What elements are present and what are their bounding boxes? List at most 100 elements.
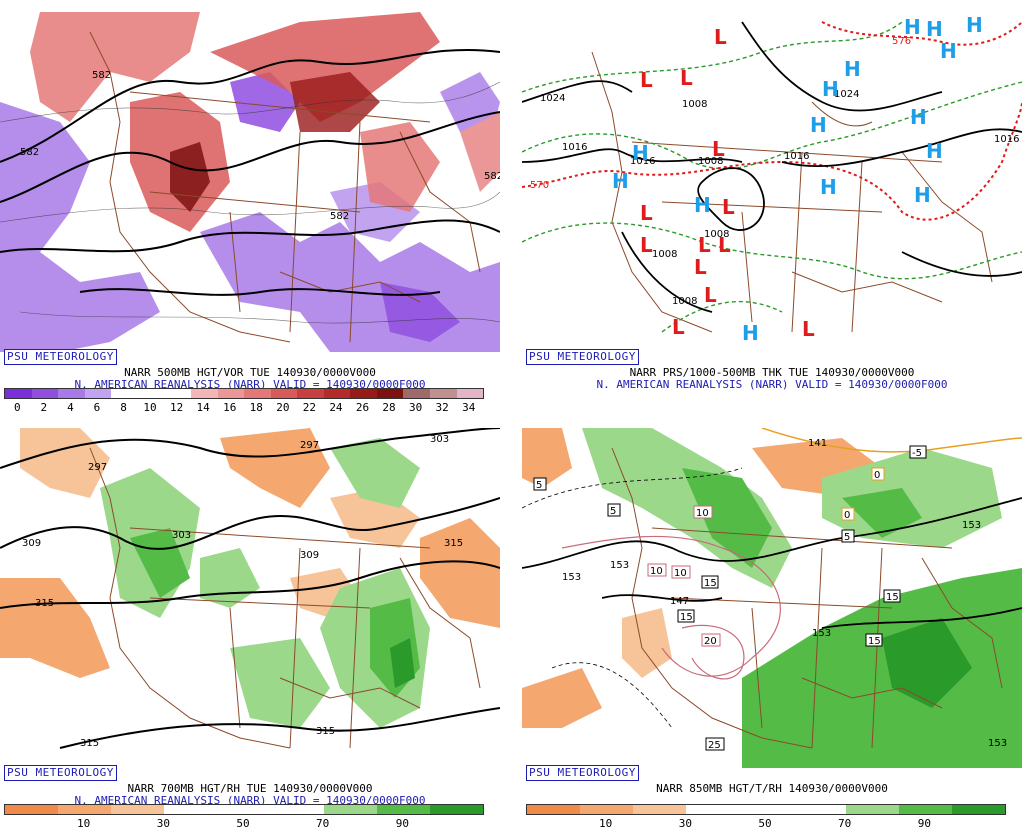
colorbar-swatch (456, 389, 484, 398)
thickness-label: 576 (892, 36, 911, 47)
isobar-label: 1024 (834, 89, 859, 100)
colorbar-swatch (190, 389, 218, 398)
colorbar-swatch (217, 389, 245, 398)
colorbar-tick-label: 24 (329, 401, 343, 414)
temp-label: 15 (680, 612, 693, 623)
pressure-thickness-map: 1024 1016 1016 1008 1008 1016 1024 1016 … (522, 12, 1022, 352)
contour-label: 309 (300, 550, 319, 561)
psu-meteorology-stamp: PSU METEOROLOGY (4, 765, 117, 781)
colorbar-swatch (244, 389, 271, 398)
temp-label: 5 (610, 506, 616, 517)
caption-line-1: NARR PRS/1000-500MB THK TUE 140930/0000V… (629, 366, 915, 379)
contour-label: 303 (430, 434, 449, 445)
colorbar-swatch (111, 805, 165, 814)
temp-label: 10 (650, 566, 663, 577)
colorbar-swatch (792, 805, 846, 814)
temp-label: 20 (704, 636, 717, 647)
high-pressure-symbol: H (926, 139, 943, 163)
panel-850mb-temp-rh: 153 147 153 153 153 141 153 5 5 10 10 10… (522, 428, 1022, 830)
vorticity-map: 582 582 582 582 (0, 12, 500, 352)
low-pressure-symbol: L (714, 25, 727, 49)
colorbar-swatch (429, 805, 483, 814)
colorbar-swatch (164, 805, 218, 814)
colorbar-tick-label: 22 (302, 401, 316, 414)
height-label: 153 (610, 560, 629, 571)
high-pressure-symbol: H (632, 141, 649, 165)
low-pressure-symbol: L (718, 233, 731, 257)
colorbar-swatch (527, 805, 581, 814)
psu-meteorology-stamp: PSU METEOROLOGY (4, 349, 117, 365)
high-pressure-symbol: H (822, 77, 839, 101)
low-pressure-symbol: L (698, 233, 711, 257)
isobar-label: 1016 (630, 156, 655, 167)
temp-label: 5 (844, 532, 850, 543)
height-label: 141 (808, 438, 827, 449)
colorbar-tick-label: 0 (13, 401, 21, 414)
colorbar-swatch (84, 389, 112, 398)
contour-label: 315 (35, 598, 54, 609)
high-pressure-symbol: H (820, 175, 837, 199)
colorbar-tick-label: 8 (120, 401, 127, 414)
caption-line-2: N. AMERICAN REANALYSIS (NARR) VALID = 14… (74, 378, 426, 391)
temperature-boxes: 5 5 10 10 10 15 15 15 15 20 25 0 -5 5 0 (533, 445, 927, 751)
colorbar-swatch (376, 805, 430, 814)
temp-label: 15 (704, 578, 717, 589)
high-pressure-symbol: H (904, 15, 921, 39)
colorbar-tick-label: 28 (382, 401, 396, 414)
colorbar-swatch (323, 805, 377, 814)
colorbar-tick-label: 20 (276, 401, 290, 414)
high-pressure-symbol: H (910, 105, 927, 129)
high-pressure-symbol: H (694, 193, 711, 217)
isobar-label: 1024 (540, 93, 565, 104)
low-pressure-symbol: L (640, 233, 653, 257)
contour-label: 582 (330, 211, 349, 222)
height-label: 153 (562, 572, 581, 583)
colorbar-tick-label: 32 (435, 401, 449, 414)
high-pressure-symbol: H (612, 169, 629, 193)
caption-line-1: NARR 500MB HGT/VOR TUE 140930/0000V000 (124, 366, 376, 379)
isobar-label: 1008 (698, 156, 723, 167)
high-pressure-symbol: H (926, 17, 943, 41)
temp-label: 25 (708, 740, 721, 751)
low-pressure-symbol: L (802, 317, 815, 341)
caption-line-1: NARR 850MB HGT/T/RH 140930/0000V000 (656, 782, 888, 795)
rh-700mb-map: 297 303 309 297 303 315 309 315 315 315 (0, 428, 500, 768)
colorbar-swatch (5, 389, 32, 398)
colorbar-tick-label: 2 (40, 401, 48, 414)
colorbar-swatch (403, 389, 430, 398)
contour-label: 297 (300, 440, 319, 451)
height-label: 147 (670, 596, 689, 607)
low-pressure-symbol: L (722, 195, 735, 219)
vorticity-colorbar (4, 388, 484, 399)
colorbar-tick-label: 12 (169, 401, 184, 414)
colorbar-tick-label: 10 (143, 401, 157, 414)
low-pressure-symbol: L (640, 201, 653, 225)
panel-500mb-vorticity: 582 582 582 582 PSU METEOROLOGY NARR 500… (0, 12, 500, 414)
vorticity-colorbar-ticks: 0 2 4 6 8 10 12 14 16 18 20 22 24 26 28 30 32 34 (4, 401, 482, 414)
high-pressure-symbol: H (914, 183, 931, 207)
caption-line-1: NARR 700MB HGT/RH TUE 140930/0000V000 (127, 782, 373, 795)
temp-label: 10 (696, 508, 709, 519)
low-pressure-symbol: L (680, 66, 693, 90)
contour-label: 297 (88, 462, 107, 473)
colorbar-swatch (5, 805, 59, 814)
temp-label: 5 (536, 480, 542, 491)
highs-lows: L L L L L L L L L L L L L H H H H H H H … (612, 13, 983, 345)
colorbar-tick-label: 30 (408, 401, 423, 414)
high-pressure-symbol: H (810, 113, 827, 137)
colorbar-swatch (323, 389, 351, 398)
psu-meteorology-stamp: PSU METEOROLOGY (526, 765, 639, 781)
contour-label: 315 (80, 738, 99, 749)
colorbar-tick-label: 26 (355, 401, 370, 414)
rh-colorbar (4, 804, 484, 815)
temp-label: 0 (844, 510, 850, 521)
colorbar-swatch (270, 389, 298, 398)
colorbar-swatch (58, 805, 112, 814)
high-pressure-symbol: H (966, 13, 983, 37)
temp-rh-850mb-map: 153 147 153 153 153 141 153 5 5 10 10 10… (522, 428, 1022, 768)
colorbar-swatch (686, 805, 740, 814)
colorbar-swatch (217, 805, 271, 814)
colorbar-tick-label: 6 (93, 401, 101, 414)
colorbar-swatch (739, 805, 793, 814)
contour-label: 582 (20, 147, 39, 158)
